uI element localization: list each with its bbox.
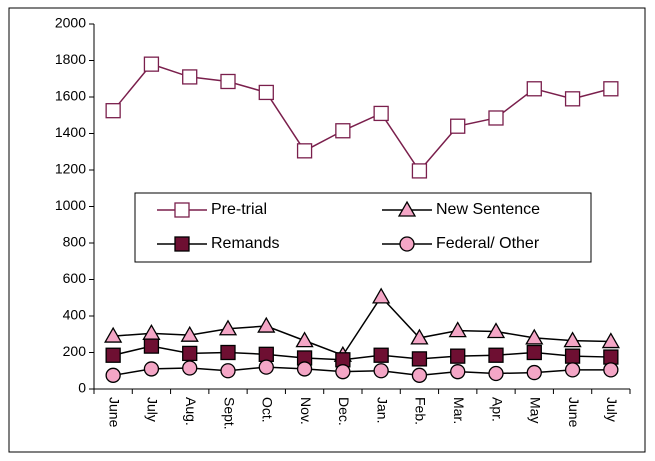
marker xyxy=(335,123,351,139)
y-tick-label: 200 xyxy=(63,343,87,359)
legend: Pre-trial New Sentence Remands Federal/ Oth… xyxy=(134,192,592,263)
legend-label: Remands xyxy=(211,235,279,252)
x-tick-label: Feb. xyxy=(413,397,429,425)
y-tick-label: 400 xyxy=(63,307,87,323)
y-tick-label: 2000 xyxy=(55,15,86,31)
marker xyxy=(450,364,466,380)
marker xyxy=(296,143,313,159)
marker xyxy=(410,328,429,345)
x-tick-label: June xyxy=(106,397,122,428)
x-tick-label: Sept. xyxy=(221,397,237,430)
y-tick-label: 1400 xyxy=(55,124,86,140)
x-tick-label: June xyxy=(566,397,582,428)
series-line xyxy=(113,295,611,357)
y-tick-label: 1600 xyxy=(55,88,86,104)
marker xyxy=(448,321,467,338)
marker xyxy=(143,56,160,72)
marker xyxy=(373,347,389,363)
marker xyxy=(258,346,274,362)
marker xyxy=(182,345,198,362)
marker xyxy=(258,84,274,101)
marker xyxy=(220,344,236,361)
x-tick-label: Mar. xyxy=(451,397,467,424)
y-tick-label: 600 xyxy=(63,270,87,286)
marker xyxy=(601,332,620,349)
marker xyxy=(220,73,236,90)
legend-label: New Sentence xyxy=(436,201,540,218)
y-tick-label: 1800 xyxy=(55,51,86,67)
marker xyxy=(105,347,121,363)
marker xyxy=(564,362,581,378)
marker xyxy=(143,361,160,377)
y-tick-label: 800 xyxy=(63,234,87,250)
marker xyxy=(174,236,190,252)
x-tick-label: Nov. xyxy=(298,397,314,425)
y-tick-label: 0 xyxy=(78,380,86,396)
marker xyxy=(450,118,466,134)
y-tick-label: 1000 xyxy=(55,197,86,213)
marker xyxy=(411,351,428,367)
marker xyxy=(603,349,619,365)
marker xyxy=(411,163,428,179)
y-tick-label: 1200 xyxy=(55,161,86,177)
marker xyxy=(488,365,504,382)
x-tick-label: May xyxy=(528,397,544,423)
marker xyxy=(399,236,415,252)
marker xyxy=(104,326,123,343)
marker xyxy=(488,110,504,126)
marker xyxy=(564,348,581,364)
marker xyxy=(525,328,544,345)
marker xyxy=(218,319,238,336)
marker xyxy=(526,344,542,361)
x-tick-label: July xyxy=(145,397,161,422)
marker xyxy=(397,200,417,217)
marker xyxy=(180,325,199,342)
marker xyxy=(488,347,504,363)
marker xyxy=(603,362,619,378)
marker xyxy=(257,316,276,333)
marker xyxy=(526,81,542,97)
marker xyxy=(143,338,160,354)
x-tick-label: Oct. xyxy=(260,397,276,423)
marker xyxy=(373,105,389,122)
legend-label: Pre-trial xyxy=(211,201,267,218)
marker xyxy=(182,360,198,376)
marker xyxy=(174,202,190,218)
marker xyxy=(564,91,581,107)
marker xyxy=(563,331,582,348)
marker xyxy=(296,361,313,377)
x-tick-label: Aug. xyxy=(183,397,199,426)
marker xyxy=(105,103,121,119)
marker xyxy=(105,367,121,383)
marker xyxy=(450,348,466,364)
legend-label: Federal/ Other xyxy=(436,235,540,252)
marker xyxy=(526,364,542,381)
marker xyxy=(220,363,236,379)
marker xyxy=(182,69,198,85)
x-tick-label: Dec. xyxy=(336,397,352,426)
x-tick-label: Apr. xyxy=(489,397,505,422)
marker xyxy=(372,287,391,304)
x-tick-label: Jan. xyxy=(374,397,390,423)
marker xyxy=(295,331,314,348)
legend-box xyxy=(134,192,592,263)
marker xyxy=(373,363,389,379)
marker xyxy=(258,359,274,375)
marker xyxy=(335,364,351,380)
x-tick-label: July xyxy=(604,397,620,422)
marker xyxy=(411,367,428,383)
marker xyxy=(603,81,619,97)
marker xyxy=(486,322,506,339)
